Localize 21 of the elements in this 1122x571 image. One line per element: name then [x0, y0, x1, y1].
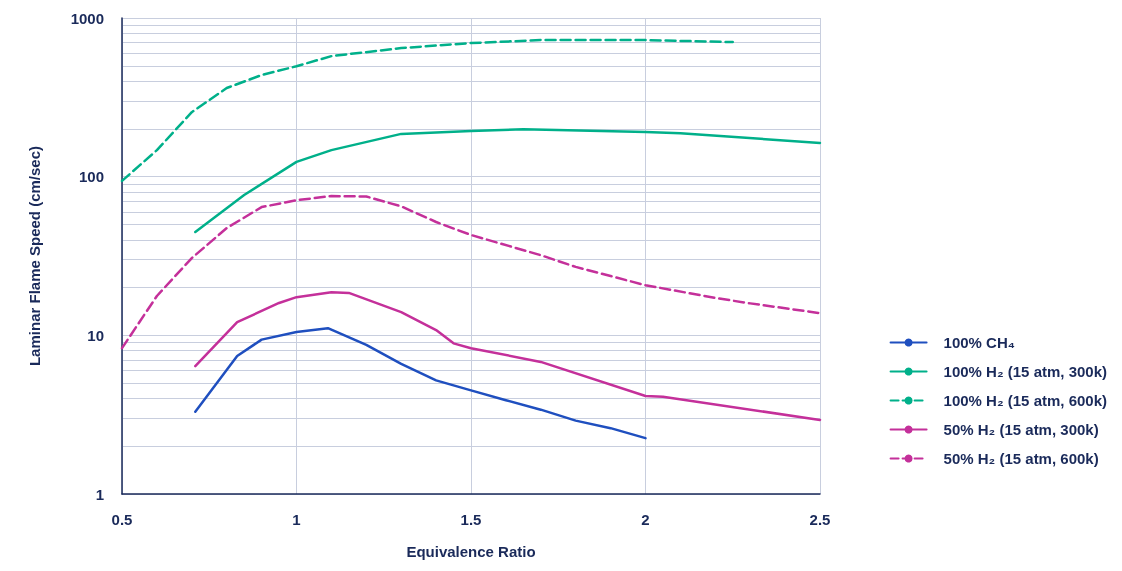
line-series: [194, 290, 822, 422]
legend-label: 100% H₂ (15 atm, 300k): [943, 363, 1107, 380]
x-tick-label: 1: [292, 511, 301, 528]
y-tick-label: 1000: [70, 9, 104, 27]
legend-label: 50% H₂ (15 atm, 600k): [943, 450, 1099, 467]
y-axis-title: Laminar Flame Speed (cm/sec): [26, 145, 43, 367]
line-series: [120, 194, 822, 350]
legend-label: 100% H₂ (15 atm, 600k): [943, 392, 1107, 409]
x-tick-label: 0.5: [111, 511, 133, 528]
line-series: [194, 128, 822, 234]
legend-label: 100% CH₄: [943, 334, 1015, 351]
x-tick-label: 2.5: [809, 511, 831, 528]
line-series: [194, 326, 647, 440]
y-tick-label: 1: [95, 485, 104, 503]
line-series: [120, 38, 734, 183]
x-tick-label: 1.5: [460, 511, 482, 528]
y-tick-label: 100: [78, 168, 104, 186]
y-tick-label: 10: [87, 326, 104, 344]
x-tick-label: 2: [641, 511, 650, 528]
legend-label: 50% H₂ (15 atm, 300k): [943, 421, 1099, 438]
x-axis-title: Equivalence Ratio: [406, 543, 536, 560]
